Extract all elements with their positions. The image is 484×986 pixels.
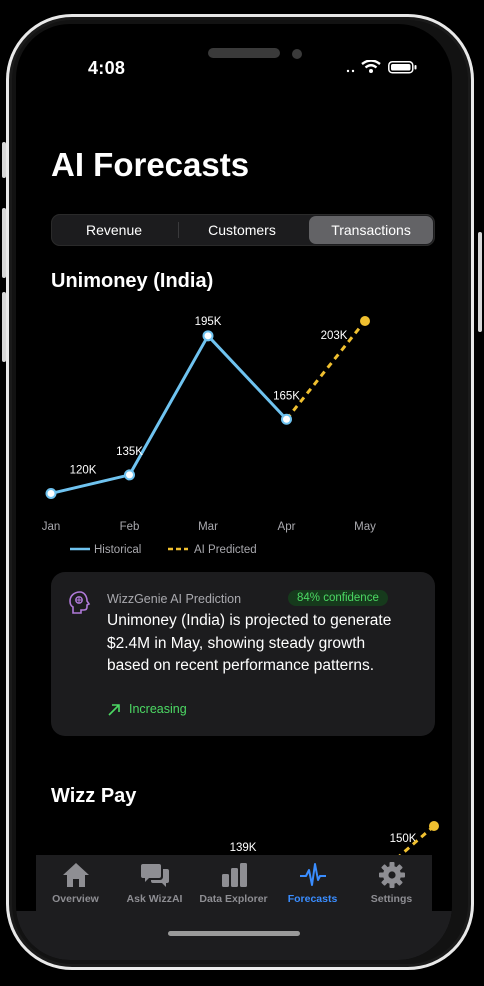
tab-overview[interactable]: Overview <box>36 855 115 911</box>
data-label: 165K <box>273 390 300 402</box>
status-icons <box>346 60 417 74</box>
section-title: Wizz Pay <box>51 785 137 807</box>
tab-ask-wizzai[interactable]: Ask WizzAI <box>115 855 194 911</box>
bar-chart-icon <box>222 863 247 887</box>
legend-label: Historical <box>94 544 141 556</box>
x-tick-label: Mar <box>198 521 218 533</box>
tab-label: Data Explorer <box>199 893 268 905</box>
x-tick-label: Apr <box>278 521 296 533</box>
tab-settings[interactable]: Settings <box>352 855 431 911</box>
side-button <box>2 142 6 178</box>
forecast-line-chart-partial: 139K 150K <box>230 821 439 868</box>
tab-label: Overview <box>52 893 99 905</box>
battery-icon <box>388 61 417 74</box>
x-tick-label: May <box>354 521 376 533</box>
tab-forecasts[interactable]: Forecasts <box>273 855 352 911</box>
home-indicator <box>168 931 300 936</box>
data-label: 120K <box>70 464 97 476</box>
data-label: 139K <box>230 842 257 854</box>
camera-dot <box>292 49 302 59</box>
side-button <box>478 232 482 332</box>
tab-data-explorer[interactable]: Data Explorer <box>194 855 273 911</box>
data-label: 203K <box>321 330 348 342</box>
chat-bubbles-icon <box>141 864 169 887</box>
segment-transactions[interactable]: Transactions <box>309 216 433 244</box>
segment-divider <box>178 222 179 238</box>
waveform-icon <box>300 863 326 886</box>
tab-label: Forecasts <box>287 893 338 905</box>
trend-indicator: Increasing <box>107 702 187 717</box>
x-tick-label: Feb <box>120 521 140 533</box>
data-point <box>360 315 370 326</box>
data-label: 195K <box>195 316 222 328</box>
prediction-text: Unimoney (India) is projected to generat… <box>107 612 392 674</box>
ai-brain-icon <box>69 591 91 614</box>
speaker-pill <box>208 48 280 58</box>
signal-icon <box>346 69 355 73</box>
status-time: 4:08 <box>88 58 126 78</box>
side-button <box>2 208 6 278</box>
section-title: Unimoney (India) <box>51 270 214 292</box>
historical-line <box>50 334 288 495</box>
x-tick-label: Jan <box>42 521 61 533</box>
data-point <box>429 821 439 831</box>
trend-label: Increasing <box>129 702 187 716</box>
data-point <box>124 469 135 481</box>
data-label: 150K <box>390 833 417 845</box>
prediction-source: WizzGenie AI Prediction <box>107 592 242 606</box>
trend-up-icon <box>108 703 120 716</box>
tab-bar: Overview Ask WizzAI Data Explorer Foreca… <box>36 855 432 911</box>
segmented-control: Revenue Customers Transactions <box>51 214 435 246</box>
gear-icon <box>379 862 405 888</box>
tab-label: Settings <box>370 893 413 905</box>
forecast-line-chart: 120K 135K 195K 165K 203K Jan Feb Mar Apr May Histo… <box>42 315 376 556</box>
data-point <box>202 330 214 342</box>
confidence-badge: 84% confidence <box>288 590 388 606</box>
house-icon <box>63 863 89 887</box>
tab-label: Ask WizzAI <box>126 893 183 905</box>
data-point <box>281 413 292 425</box>
screen: 4:08 AI Forecasts Revenue Customers Tran… <box>16 24 452 960</box>
side-button <box>2 292 6 362</box>
segment-revenue[interactable]: Revenue <box>85 222 143 238</box>
ai-prediction-card: WizzGenie AI Prediction 84% confidence U… <box>51 572 435 736</box>
data-label: 135K <box>116 446 143 458</box>
legend-label: AI Predicted <box>194 544 257 556</box>
predicted-line <box>285 320 367 421</box>
wifi-icon <box>361 60 381 73</box>
data-point <box>45 487 57 499</box>
page-title: AI Forecasts <box>51 146 250 183</box>
segment-customers[interactable]: Customers <box>208 222 276 238</box>
